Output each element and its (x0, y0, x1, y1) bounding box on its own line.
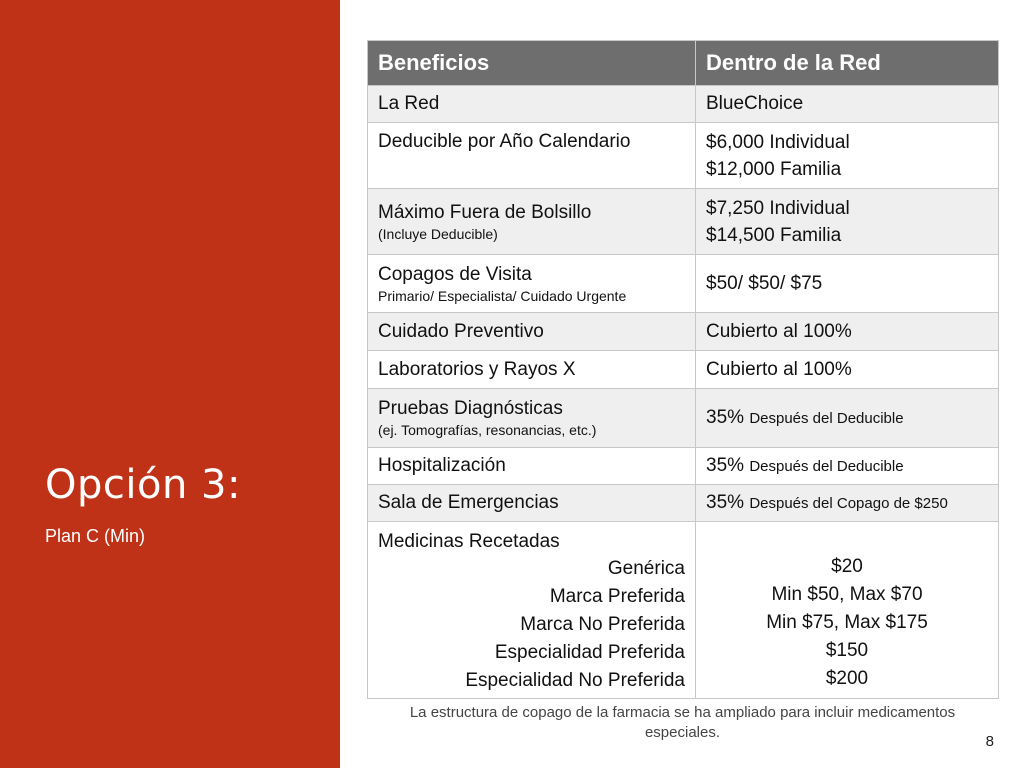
table-row-copays: Copagos de Visita Primario/ Especialista… (367, 254, 999, 313)
row-value: $6,000 Individual $12,000 Familia (695, 122, 999, 189)
deductible-label: Deducible por Año Calendario (378, 131, 631, 152)
hospital-condition: Después del Deducible (749, 458, 904, 475)
slide-title: Opción 3: (45, 462, 241, 508)
tier-label: Marca Preferida (549, 586, 685, 607)
medication-costs: $20 Min $50, Max $70 Min $75, Max $175 $… (706, 553, 988, 693)
table-row-network: La Red BlueChoice (367, 85, 999, 123)
row-value: 35% Después del Deducible (695, 388, 999, 448)
er-condition: Después del Copago de $250 (749, 495, 948, 512)
oop-label: Máximo Fuera de Bolsillo (378, 201, 592, 223)
slide-subtitle: Plan C (Min) (45, 526, 146, 546)
er-percent: 35% (706, 492, 745, 513)
row-value: 35% Después del Copago de $250 (695, 484, 999, 522)
row-label: Hospitalización (367, 447, 696, 485)
row-label: Pruebas Diagnósticas (ej. Tomografías, r… (367, 388, 696, 448)
header-benefits: Beneficios (367, 40, 696, 86)
oop-individual: $7,250 Individual (706, 197, 850, 219)
row-value: $20 Min $50, Max $70 Min $75, Max $175 $… (695, 521, 999, 699)
tier-cost: $150 (825, 639, 869, 661)
medication-tiers: Genérica Marca Preferida Marca No Prefer… (378, 555, 685, 695)
row-label: Cuidado Preventivo (367, 312, 696, 351)
tier-cost: Min $75, Max $175 (766, 611, 928, 633)
oop-family: $14,500 Familia (706, 224, 842, 246)
row-value: Cubierto al 100% (695, 312, 999, 351)
table-row-oop-max: Máximo Fuera de Bolsillo (Incluye Deduci… (367, 188, 999, 255)
table-row-medications: Medicinas Recetadas Genérica Marca Prefe… (367, 521, 999, 699)
row-value: Cubierto al 100% (695, 350, 999, 389)
copays-label: Copagos de Visita (378, 263, 532, 285)
tier-cost: $20 (831, 555, 863, 577)
tier-label: Marca No Preferida (520, 614, 685, 635)
row-label: Máximo Fuera de Bolsillo (Incluye Deduci… (367, 188, 696, 255)
footnote: La estructura de copago de la farmacia s… (409, 704, 956, 741)
medications-label: Medicinas Recetadas (378, 531, 560, 552)
row-label: Sala de Emergencias (367, 484, 696, 522)
tier-label: Especialidad No Preferida (465, 670, 685, 691)
page-number: 8 (985, 733, 994, 750)
tier-label: Especialidad Preferida (494, 642, 685, 663)
row-value: BlueChoice (695, 85, 999, 123)
accent-panel (0, 0, 340, 768)
copays-note: Primario/ Especialista/ Cuidado Urgente (378, 287, 627, 304)
table-row-deductible: Deducible por Año Calendario $6,000 Indi… (367, 122, 999, 189)
row-label: La Red (367, 85, 696, 123)
diagnostics-percent: 35% (706, 407, 745, 428)
row-label: Medicinas Recetadas Genérica Marca Prefe… (367, 521, 696, 699)
deductible-individual: $6,000 Individual (706, 131, 850, 153)
table-header-row: Beneficios Dentro de la Red (367, 40, 999, 86)
diagnostics-condition: Después del Deducible (749, 410, 904, 427)
table-row-diagnostics: Pruebas Diagnósticas (ej. Tomografías, r… (367, 388, 999, 448)
row-label: Copagos de Visita Primario/ Especialista… (367, 254, 696, 313)
row-label: Laboratorios y Rayos X (367, 350, 696, 389)
table-row-preventive: Cuidado Preventivo Cubierto al 100% (367, 312, 999, 351)
table-row-hospital: Hospitalización 35% Después del Deducibl… (367, 447, 999, 485)
row-value: 35% Después del Deducible (695, 447, 999, 485)
tier-cost: $200 (825, 667, 869, 689)
tier-cost: Min $50, Max $70 (771, 583, 923, 605)
oop-note: (Incluye Deducible) (378, 225, 498, 242)
diagnostics-note: (ej. Tomografías, resonancias, etc.) (378, 422, 597, 438)
table-row-er: Sala de Emergencias 35% Después del Copa… (367, 484, 999, 522)
hospital-percent: 35% (706, 455, 745, 476)
diagnostics-label: Pruebas Diagnósticas (378, 398, 563, 419)
row-value: $50/ $50/ $75 (695, 254, 999, 313)
row-label: Deducible por Año Calendario (367, 122, 696, 189)
deductible-family: $12,000 Familia (706, 158, 842, 180)
benefits-table: Beneficios Dentro de la Red La Red BlueC… (367, 40, 999, 699)
table-row-labs: Laboratorios y Rayos X Cubierto al 100% (367, 350, 999, 389)
row-value: $7,250 Individual $14,500 Familia (695, 188, 999, 255)
tier-label: Genérica (607, 558, 685, 579)
header-in-network: Dentro de la Red (695, 40, 999, 86)
